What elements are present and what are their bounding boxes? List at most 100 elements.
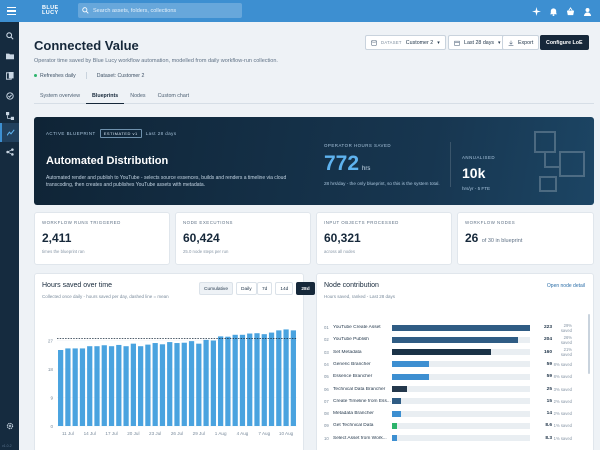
export-button[interactable]: Export xyxy=(502,35,540,50)
y-tick-label: 27 xyxy=(48,338,54,343)
chart-bar xyxy=(174,343,180,426)
x-tick-label: 26 Jul xyxy=(171,431,183,436)
dataset-value: Customer 2 xyxy=(405,39,434,46)
chart-bar xyxy=(268,332,275,426)
node-row[interactable]: 06 Technical Data Brancher 25 3% saved xyxy=(324,385,578,394)
date-range-select[interactable]: Last 28 days ▾ xyxy=(448,35,507,50)
node-bar-track xyxy=(392,336,530,343)
mode-daily-button[interactable]: Daily xyxy=(236,282,257,295)
x-tick-label: 29 Jul xyxy=(193,431,205,436)
node-rank: 09 xyxy=(324,423,329,429)
chart-bar xyxy=(188,341,195,426)
search-input[interactable]: Search assets, folders, collections xyxy=(78,3,242,18)
node-hours: 223 xyxy=(543,325,552,330)
tab-custom-chart[interactable]: Custom chart xyxy=(157,93,190,99)
node-row[interactable]: 01 YouTube Create Asset 223 29% saved xyxy=(324,323,578,333)
node-row[interactable]: 05 Essence Brancher 59 8% saved xyxy=(324,372,578,381)
user-icon[interactable] xyxy=(583,7,592,16)
node-name: Get Technical Data xyxy=(333,423,374,429)
node-percent: 1% saved xyxy=(553,423,572,429)
mode-cumulative-button[interactable]: Cumulative xyxy=(199,282,233,295)
sparkle-icon[interactable] xyxy=(532,6,541,16)
tab-blueprints[interactable]: Blueprints xyxy=(86,90,125,104)
search-placeholder: Search assets, folders, collections xyxy=(93,7,177,14)
chart-icon[interactable] xyxy=(0,123,19,142)
node-hours: 59 xyxy=(546,361,552,367)
range-7d-button[interactable]: 7d xyxy=(257,282,273,295)
search-icon[interactable] xyxy=(0,26,19,45)
sidebar: v1.0.2 xyxy=(0,22,19,450)
x-tick-label: 23 Jul xyxy=(149,431,161,436)
dataset-select[interactable]: DATASET Customer 2 ▾ xyxy=(365,35,446,50)
node-bar xyxy=(392,336,519,343)
annualised-value: 10k xyxy=(462,165,486,181)
panel-title: Node contribution xyxy=(324,282,379,289)
kpi-card: INPUT OBJECTS PROCESSED 60,321 across al… xyxy=(316,212,452,265)
bell-icon[interactable] xyxy=(549,7,558,16)
menu-icon[interactable] xyxy=(0,0,22,22)
x-tick-label: 11 Jul xyxy=(62,431,74,436)
node-name: Set Metadata xyxy=(333,349,362,355)
open-node-detail-link[interactable]: Open node detail xyxy=(546,283,585,289)
divider xyxy=(85,72,87,79)
node-rank: 08 xyxy=(324,411,329,417)
node-bar xyxy=(392,349,492,356)
panel-title: Hours saved over time xyxy=(42,282,113,289)
basket-icon[interactable] xyxy=(566,6,575,16)
download-icon xyxy=(508,40,514,46)
node-bar xyxy=(392,398,402,405)
app-logo[interactable]: BLUE LUCY xyxy=(42,4,59,16)
range-14d-button[interactable]: 14d xyxy=(275,282,294,295)
annualised-metric: ANNUALISED 10k hrs/yr - 5 FTE xyxy=(462,155,495,191)
range-toggle: 7d 14d 28d xyxy=(257,282,315,295)
blueprint-title: Automated Distribution xyxy=(46,155,169,167)
node-row[interactable]: 07 Create Timeline from Ess... 15 2% saved xyxy=(324,397,578,406)
node-row[interactable]: 08 Metadata Brancher 14 2% saved xyxy=(324,409,578,418)
node-row[interactable]: 02 YouTube Publish 204 26% saved xyxy=(324,334,578,345)
node-bar xyxy=(392,386,408,392)
folder-icon[interactable] xyxy=(0,46,19,65)
annualised-note: hrs/yr - 5 FTE xyxy=(462,186,491,191)
page-subtitle: Operator time saved by Blue Lucy workflo… xyxy=(34,58,278,64)
tab-system-overview[interactable]: System overview xyxy=(40,93,81,99)
database-icon xyxy=(371,39,377,46)
node-percent: 26% saved xyxy=(560,334,572,345)
x-tick-label: 4 Aug xyxy=(237,431,249,436)
tab-nodes[interactable]: Nodes xyxy=(130,93,146,99)
node-percent: 2% saved xyxy=(553,411,572,417)
gear-icon[interactable] xyxy=(0,416,19,435)
chart-bar xyxy=(167,342,173,426)
node-name: YouTube Create Asset xyxy=(333,325,381,330)
node-name: Metadata Brancher xyxy=(333,411,374,417)
node-bar-track xyxy=(392,435,530,442)
kpi-value: 60,424 xyxy=(183,231,220,245)
node-name: Generic Brancher xyxy=(333,361,371,367)
node-row[interactable]: 09 Get Technical Data 8.6 1% saved xyxy=(324,421,578,430)
scrollbar[interactable] xyxy=(588,314,590,374)
node-bar-track xyxy=(392,398,530,405)
x-tick-label: 14 Jul xyxy=(84,431,96,436)
chart-bar xyxy=(87,346,93,426)
check-circle-icon[interactable] xyxy=(0,86,19,105)
chevron-down-icon: ▾ xyxy=(498,39,501,46)
range-28d-button[interactable]: 28d xyxy=(296,282,315,295)
library-icon[interactable] xyxy=(0,66,19,85)
hero-eyebrow: ACTIVE BLUEPRINT ESTIMATED v1 Last 28 da… xyxy=(46,129,177,138)
node-name: Select Asset from Work... xyxy=(333,435,387,441)
node-bar xyxy=(392,422,398,429)
workflow-icon[interactable] xyxy=(0,106,19,125)
node-row[interactable]: 10 Select Asset from Work... 8.3 1% saved xyxy=(324,434,578,443)
chevron-down-icon: ▾ xyxy=(437,39,440,46)
node-rank: 06 xyxy=(324,386,329,392)
chart-bar xyxy=(225,336,231,426)
configure-loe-button[interactable]: Configure LoE xyxy=(540,35,589,50)
kpi-card: WORKFLOW NODES 26 of 30 in blueprint xyxy=(457,212,594,265)
share-icon[interactable] xyxy=(0,142,19,161)
divider xyxy=(450,142,451,187)
node-row[interactable]: 03 Set Metadata 160 21% saved xyxy=(324,347,578,357)
hours-bar-chart: 27 18 9 0 11 Jul 14 Jul 17 Jul 20 Jul 23 Jul 26 J… xyxy=(48,329,297,436)
kpi-sub: 25.0 node steps per run xyxy=(183,249,229,254)
node-percent: 8% saved xyxy=(553,361,572,367)
chart-bar xyxy=(79,348,86,426)
node-row[interactable]: 04 Generic Brancher 59 8% saved xyxy=(324,360,578,369)
